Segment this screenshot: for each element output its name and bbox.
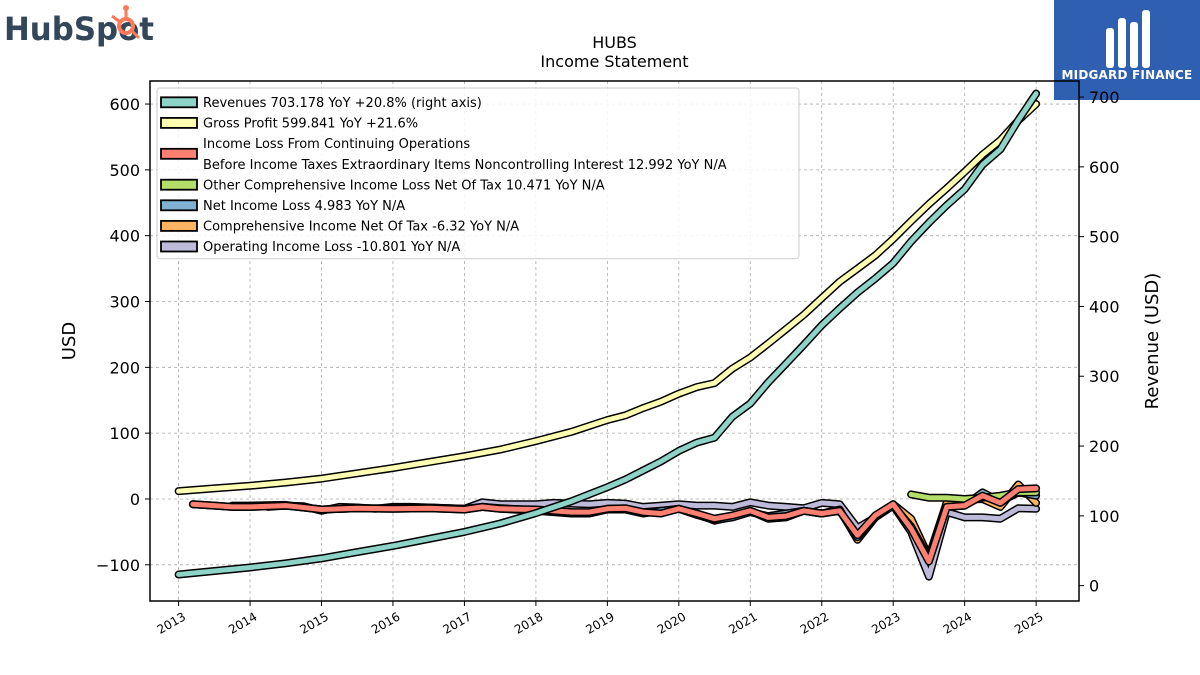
legend-label: Income Loss From Continuing Operations xyxy=(203,137,470,152)
legend-swatch xyxy=(160,178,198,191)
series-revenues-line xyxy=(176,91,1039,577)
y2-tick-label: 200 xyxy=(1089,437,1120,456)
chart-subtitle: Income Statement xyxy=(540,52,688,71)
y-tick-label: −100 xyxy=(96,556,140,575)
y-tick-label: 300 xyxy=(109,293,140,312)
y2-axis-label: Revenue (USD) xyxy=(1142,273,1163,410)
x-tick-label: 2017 xyxy=(440,609,473,636)
y-tick-label: 100 xyxy=(109,424,140,443)
series-pretax-line xyxy=(190,485,1039,564)
hubspot-sprocket-icon xyxy=(111,5,141,40)
y2-tick-label: 400 xyxy=(1089,297,1120,316)
series-revenues xyxy=(174,89,1041,579)
x-tick-label: 2022 xyxy=(798,609,831,636)
y2-tick-label: 0 xyxy=(1089,577,1099,596)
x-tick-label: 2013 xyxy=(155,609,188,636)
legend-label: Operating Income Loss -10.801 YoY N/A xyxy=(203,240,460,255)
legend-label: Revenues 703.178 YoY +20.8% (right axis) xyxy=(203,96,482,111)
series-gross_profit xyxy=(174,100,1041,496)
y2-tick-label: 500 xyxy=(1089,228,1120,247)
y-axis-label: USD xyxy=(59,322,80,360)
y-tick-label: 500 xyxy=(109,161,140,180)
legend-label: Other Comprehensive Income Loss Net Of T… xyxy=(203,178,605,193)
legend-item-pretax: Income Loss From Continuing Operations Be… xyxy=(160,137,727,173)
x-tick-label: 2024 xyxy=(941,609,974,636)
x-tick-label: 2015 xyxy=(298,609,331,636)
y-tick-label: 400 xyxy=(109,227,140,246)
plot-frame xyxy=(149,80,1080,602)
y-tick-label: 200 xyxy=(109,358,140,377)
legend-swatch xyxy=(160,117,198,129)
y2-tick-label: 300 xyxy=(1089,367,1120,386)
series-gross_profit-line xyxy=(176,101,1039,494)
legend-label: Comprehensive Income Net Of Tax -6.32 Yo… xyxy=(203,220,519,235)
legend-label: Gross Profit 599.841 YoY +21.6% xyxy=(203,117,418,132)
hubspot-logo: HubSpot xyxy=(4,4,164,52)
series-pretax xyxy=(188,484,1041,566)
y2-tick-label: 600 xyxy=(1089,158,1120,177)
x-tick-label: 2014 xyxy=(226,609,259,636)
legend-item-revenues: Revenues 703.178 YoY +20.8% (right axis) xyxy=(160,96,482,111)
hubspot-logo-text: HubSpot xyxy=(4,10,154,48)
x-tick-label: 2016 xyxy=(369,609,402,636)
y2-tick-label: 100 xyxy=(1089,507,1120,526)
legend-item-net_income: Net Income Loss 4.983 YoY N/A xyxy=(160,199,405,214)
legend-item-gross_profit: Gross Profit 599.841 YoY +21.6% xyxy=(160,117,418,132)
x-tick-label: 2019 xyxy=(583,609,616,636)
legend: Revenues 703.178 YoY +20.8% (right axis)… xyxy=(156,87,800,260)
legend-swatch xyxy=(160,219,198,232)
legend-item-oci: Other Comprehensive Income Loss Net Of T… xyxy=(160,178,605,193)
y-tick-label: 0 xyxy=(130,490,140,509)
legend-swatch xyxy=(160,199,198,212)
series-layer xyxy=(174,89,1041,581)
legend-label: Net Income Loss 4.983 YoY N/A xyxy=(203,199,405,214)
legend-item-comprehensive: Comprehensive Income Net Of Tax -6.32 Yo… xyxy=(160,219,519,235)
x-tick-label: 2021 xyxy=(726,609,759,636)
midgard-m-icon xyxy=(1106,10,1150,68)
x-tick-label: 2025 xyxy=(1012,609,1045,636)
legend-item-operating: Operating Income Loss -10.801 YoY N/A xyxy=(160,240,460,255)
chart-title: HUBS xyxy=(592,33,637,52)
midgard-finance-logo-text: MIDGARD FINANCE xyxy=(1061,68,1193,82)
legend-swatch xyxy=(160,96,198,109)
x-tick-label: 2023 xyxy=(869,609,902,636)
legend-swatch xyxy=(160,240,198,253)
y2-tick-label: 700 xyxy=(1089,88,1120,107)
x-tick-label: 2020 xyxy=(655,609,688,636)
y-tick-label: 600 xyxy=(109,95,140,114)
legend-label: Before Income Taxes Extraordinary Items … xyxy=(203,158,727,173)
legend-box xyxy=(156,87,800,260)
legend-swatch xyxy=(160,147,198,160)
x-tick-label: 2018 xyxy=(512,609,545,636)
